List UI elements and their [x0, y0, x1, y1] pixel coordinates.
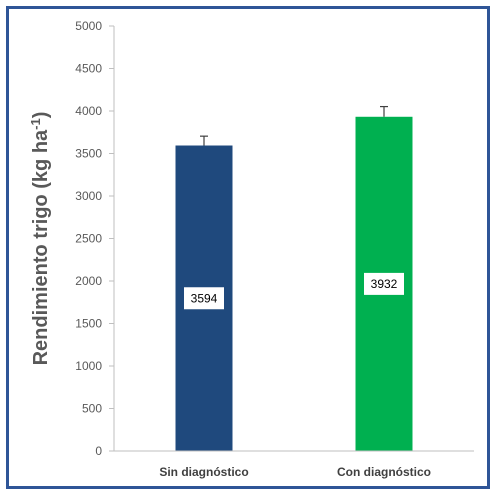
- data-label-box: [184, 287, 224, 310]
- data-label: 3594: [191, 291, 218, 305]
- y-axis-label-main: Rendimiento trigo (kg ha: [30, 129, 52, 365]
- y-tick-label: 2000: [75, 274, 102, 288]
- data-label-box: [364, 272, 404, 295]
- data-label: 3932: [371, 277, 398, 291]
- y-axis-label-superscript: -1: [28, 118, 43, 130]
- y-tick-label: 3000: [75, 189, 102, 203]
- y-axis-label: Rendimiento trigo (kg ha-1): [28, 112, 53, 366]
- bars: 3594 3932: [175, 105, 413, 451]
- y-axis-ticks: 0 500 1000 1500 2000 2500 3000 3500 4000 4500 5000: [75, 19, 114, 458]
- y-axis-label-close: ): [30, 112, 52, 119]
- y-tick-label: 1000: [75, 359, 102, 373]
- y-tick-label: 2500: [75, 232, 102, 246]
- x-category-label: Con diagnóstico: [337, 465, 431, 479]
- y-tick-label: 5000: [75, 19, 102, 33]
- y-tick-label: 3500: [75, 147, 102, 161]
- x-category-label: Sin diagnóstico: [159, 465, 248, 479]
- y-tick-label: 4500: [75, 62, 102, 76]
- y-tick-label: 4000: [75, 104, 102, 118]
- y-tick-label: 0: [95, 444, 102, 458]
- y-tick-label: 1500: [75, 317, 102, 331]
- y-tick-label: 500: [82, 402, 102, 416]
- x-axis-categories: Sin diagnóstico Con diagnóstico: [159, 465, 431, 479]
